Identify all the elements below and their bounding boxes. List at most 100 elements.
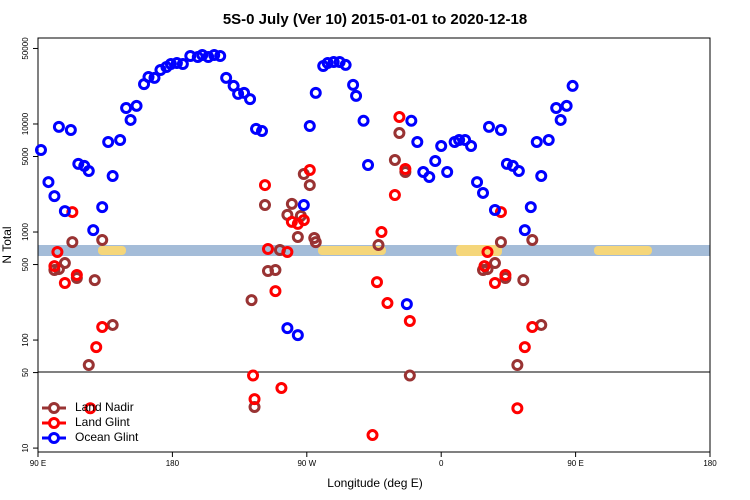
x-axis-label: Longitude (deg E)	[327, 476, 422, 490]
point	[400, 298, 413, 311]
x-tick-label: 180	[703, 459, 717, 468]
point	[477, 186, 490, 199]
point	[106, 318, 119, 331]
point	[566, 79, 579, 92]
point	[478, 260, 491, 273]
point	[526, 234, 539, 247]
point	[34, 144, 47, 157]
point	[232, 87, 245, 100]
x-tick-label: 0	[439, 459, 444, 468]
point	[58, 257, 71, 270]
point	[176, 58, 189, 71]
point	[512, 165, 525, 178]
point	[303, 179, 316, 192]
x-tick-label: 90 W	[297, 459, 316, 468]
point	[87, 224, 100, 237]
point	[375, 226, 388, 239]
point	[405, 114, 418, 127]
point	[350, 89, 363, 102]
point	[164, 58, 177, 71]
point	[261, 242, 274, 255]
point	[297, 214, 310, 227]
point	[58, 277, 71, 290]
point	[554, 113, 567, 126]
point	[494, 123, 507, 136]
y-tick-label: 50000	[21, 37, 30, 60]
point	[202, 50, 215, 63]
point	[248, 393, 261, 406]
point	[258, 179, 271, 192]
point	[120, 101, 133, 114]
x-tick-label: 180	[166, 459, 180, 468]
y-tick-label: 10000	[21, 112, 30, 135]
point	[88, 274, 101, 287]
point	[281, 246, 294, 259]
point	[114, 133, 127, 146]
point	[106, 170, 119, 183]
point	[370, 276, 383, 289]
legend-marker	[48, 417, 60, 429]
point	[96, 321, 109, 334]
point	[441, 166, 454, 179]
point	[530, 136, 543, 149]
point	[148, 71, 161, 84]
point	[84, 402, 97, 415]
point	[303, 164, 316, 177]
point	[321, 56, 334, 69]
point	[90, 341, 103, 354]
plot-frame	[37, 37, 711, 453]
point	[347, 78, 360, 91]
point	[435, 140, 448, 153]
point	[388, 154, 401, 167]
legend-marker	[48, 402, 60, 414]
point	[488, 203, 501, 216]
point	[291, 230, 304, 243]
land-patch	[318, 246, 386, 255]
point	[542, 133, 555, 146]
x-tick-label: 90 E	[30, 459, 46, 468]
point	[96, 234, 109, 247]
point	[357, 114, 370, 127]
point	[52, 120, 65, 133]
point	[291, 329, 304, 342]
point	[245, 294, 258, 307]
point	[269, 264, 282, 277]
y-tick-label: 500	[21, 257, 30, 271]
point	[303, 119, 316, 132]
legend-label: Land Nadir	[75, 400, 134, 414]
point	[70, 269, 83, 282]
y-tick-label: 1000	[21, 223, 30, 241]
point	[96, 201, 109, 214]
point	[494, 206, 507, 219]
point	[482, 120, 495, 133]
y-tick-label: 10	[21, 443, 30, 452]
point	[72, 157, 85, 170]
point	[309, 236, 322, 249]
point	[403, 369, 416, 382]
legend-label: Land Glint	[75, 415, 130, 429]
point	[42, 176, 55, 189]
point	[281, 322, 294, 335]
point	[142, 71, 155, 84]
point	[465, 140, 478, 153]
point	[399, 163, 412, 176]
point	[517, 274, 530, 287]
land-patch	[98, 246, 126, 255]
point	[66, 236, 79, 249]
point	[453, 133, 466, 146]
point	[285, 197, 298, 210]
point	[494, 236, 507, 249]
point	[511, 402, 524, 415]
y-tick-label: 5000	[21, 147, 30, 165]
point	[220, 71, 233, 84]
point	[393, 126, 406, 139]
point	[64, 123, 77, 136]
y-tick-label: 100	[21, 333, 30, 347]
point	[238, 86, 251, 99]
point	[423, 171, 436, 184]
point	[339, 58, 352, 71]
point	[481, 246, 494, 259]
point	[269, 285, 282, 298]
point	[429, 155, 442, 168]
point	[550, 101, 563, 114]
